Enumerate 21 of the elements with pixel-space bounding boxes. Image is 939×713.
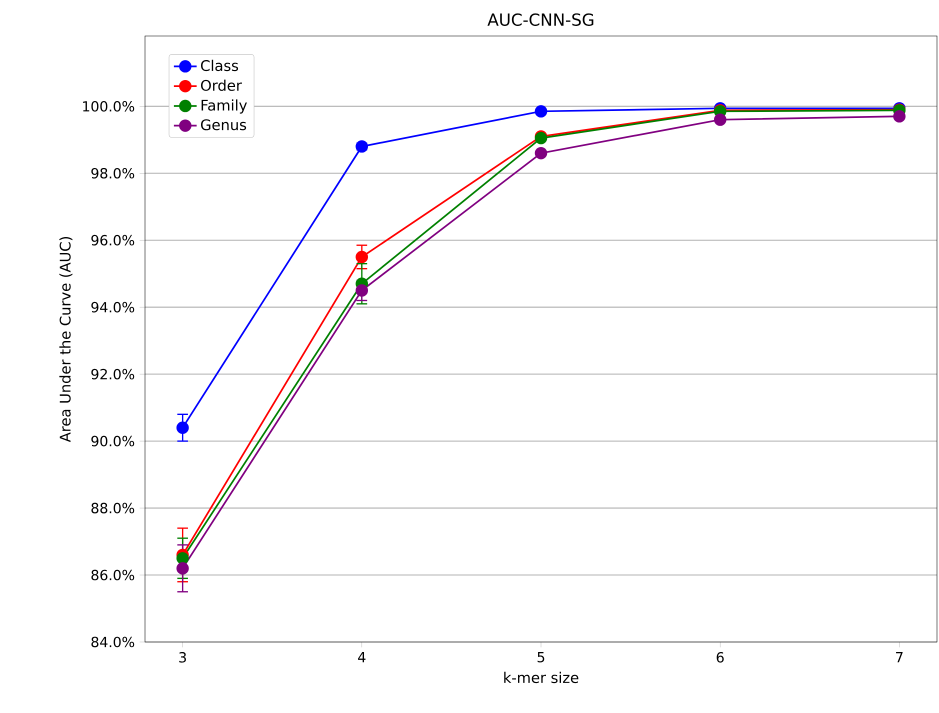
x-tick-label: 7 — [896, 652, 903, 662]
chart-title: AUC-CNN-SG — [487, 13, 594, 26]
x-tick-label: 5 — [538, 652, 544, 662]
x-tick-label: 6 — [716, 652, 724, 663]
x-axis-title: k-mer size — [504, 672, 578, 684]
legend-label: Genus — [201, 119, 246, 130]
y-tick-label: 94.0% — [91, 302, 134, 312]
y-tick-label: 88.0% — [91, 502, 134, 514]
x-tick-label: 4 — [358, 652, 366, 662]
x-tick-label: 3 — [179, 652, 186, 663]
legend-label: Class — [201, 60, 238, 72]
legend-label: Family — [202, 99, 247, 114]
y-tick-label: 84.0% — [91, 636, 134, 648]
y-tick-label: 92.0% — [91, 368, 134, 380]
y-tick-label: 90.0% — [91, 436, 134, 446]
y-tick-label: 86.0% — [91, 570, 134, 580]
y-tick-label: 100.0% — [83, 101, 134, 112]
legend-label: Order — [201, 80, 242, 91]
y-axis-title: Area Under the Curve (AUC) — [59, 236, 72, 442]
y-tick-label: 96.0% — [91, 234, 134, 246]
y-tick-label: 98.0% — [91, 168, 134, 179]
